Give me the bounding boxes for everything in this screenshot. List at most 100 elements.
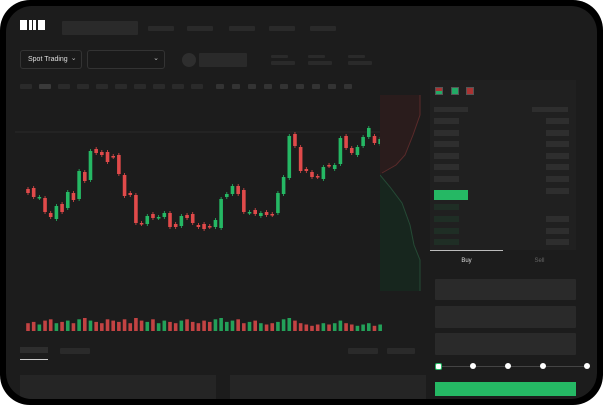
volume-bar bbox=[367, 323, 371, 331]
tab-sell[interactable]: Sell bbox=[534, 258, 545, 264]
volume-bar bbox=[190, 321, 195, 331]
slider-stop[interactable] bbox=[505, 363, 511, 369]
timeframe-button[interactable] bbox=[20, 84, 32, 89]
chart-tool-icon[interactable] bbox=[232, 84, 240, 89]
timeframe-button[interactable] bbox=[115, 84, 127, 89]
chart-tool-icon[interactable] bbox=[312, 84, 320, 89]
buy-tab-underline bbox=[430, 250, 503, 251]
candle bbox=[253, 210, 257, 214]
amount-input[interactable] bbox=[435, 306, 576, 328]
candle bbox=[43, 198, 47, 212]
candle bbox=[213, 220, 218, 227]
volume-bar bbox=[355, 325, 360, 331]
candle bbox=[71, 193, 76, 200]
nav-item[interactable] bbox=[310, 26, 336, 31]
candle bbox=[48, 213, 53, 217]
volume-bar bbox=[134, 318, 138, 331]
column-header bbox=[532, 107, 568, 112]
ask-size bbox=[546, 141, 569, 147]
candle bbox=[349, 148, 354, 153]
ask-size bbox=[546, 188, 569, 194]
candle bbox=[230, 186, 235, 194]
candle bbox=[100, 152, 104, 155]
amount-slider-track[interactable] bbox=[438, 366, 588, 367]
tab-buy[interactable]: Buy bbox=[461, 258, 472, 264]
bid-depth-area bbox=[380, 175, 420, 291]
coin-icon bbox=[182, 53, 196, 67]
chevron-down-icon: ⌄ bbox=[70, 54, 77, 62]
ask-depth-line bbox=[381, 95, 421, 174]
bid-price bbox=[434, 204, 459, 210]
volume-bar bbox=[298, 323, 303, 331]
total-input[interactable] bbox=[435, 333, 576, 355]
candle bbox=[372, 136, 377, 143]
pair-selector[interactable]: ⌄ bbox=[87, 50, 165, 69]
chart-tool-icon[interactable] bbox=[328, 84, 336, 89]
candle bbox=[65, 192, 70, 208]
slider-stop[interactable] bbox=[540, 363, 546, 369]
chart-tool-icon[interactable] bbox=[264, 84, 272, 89]
candle bbox=[361, 137, 365, 146]
candlestick-chart[interactable] bbox=[15, 95, 385, 335]
filter-button[interactable] bbox=[348, 348, 378, 354]
chart-tool-icon[interactable] bbox=[248, 84, 256, 89]
timeframe-button[interactable] bbox=[77, 84, 89, 89]
candle bbox=[219, 199, 223, 228]
stat-label bbox=[308, 55, 325, 58]
timeframe-button[interactable] bbox=[191, 84, 203, 89]
chart-tool-icon[interactable] bbox=[296, 84, 304, 89]
candle bbox=[293, 134, 297, 146]
timeframe-button[interactable] bbox=[172, 84, 184, 89]
ask-price bbox=[434, 130, 459, 136]
candle bbox=[315, 176, 320, 178]
nav-item[interactable] bbox=[269, 26, 295, 31]
slider-stop[interactable] bbox=[470, 363, 476, 369]
ask-depth-area bbox=[380, 95, 420, 175]
market-selector[interactable]: Spot Trading ⌄ bbox=[20, 50, 82, 69]
ask-price bbox=[434, 141, 459, 147]
volume-bar bbox=[378, 324, 382, 331]
price-input[interactable] bbox=[435, 279, 576, 300]
chart-tool-icon[interactable] bbox=[344, 84, 352, 89]
order-book bbox=[430, 80, 576, 250]
timeframe-button[interactable] bbox=[39, 84, 51, 89]
okx-logo bbox=[20, 20, 45, 30]
volume-bar bbox=[242, 323, 246, 331]
slider-stop[interactable] bbox=[584, 363, 590, 369]
volume-bar bbox=[179, 320, 184, 331]
both-sides-icon[interactable] bbox=[435, 87, 443, 95]
chart-tool-icon[interactable] bbox=[280, 84, 288, 89]
ask-size bbox=[546, 176, 569, 182]
slider-handle[interactable] bbox=[435, 363, 442, 370]
volume-bar bbox=[338, 320, 343, 331]
timeframe-button[interactable] bbox=[153, 84, 165, 89]
search-placeholder[interactable] bbox=[62, 21, 138, 35]
tab-open-orders[interactable] bbox=[20, 347, 48, 353]
timeframe-button[interactable] bbox=[58, 84, 70, 89]
bids-only-icon[interactable] bbox=[451, 87, 459, 95]
volume-bar bbox=[117, 321, 121, 331]
volume-bar bbox=[162, 320, 167, 331]
candle bbox=[225, 194, 229, 197]
tab-history[interactable] bbox=[60, 348, 90, 354]
depth-chart bbox=[380, 95, 421, 291]
chart-tool-icon[interactable] bbox=[216, 84, 224, 89]
nav-item[interactable] bbox=[187, 26, 213, 31]
volume-bar bbox=[71, 323, 76, 331]
candle bbox=[367, 128, 371, 137]
filter-button[interactable] bbox=[387, 348, 415, 354]
candle bbox=[117, 155, 121, 174]
candle bbox=[151, 214, 155, 218]
stat-value bbox=[271, 61, 295, 65]
candle bbox=[173, 224, 178, 227]
timeframe-button[interactable] bbox=[96, 84, 108, 89]
candle bbox=[31, 188, 36, 197]
buy-button[interactable] bbox=[435, 382, 576, 396]
column-header bbox=[434, 107, 468, 112]
nav-item[interactable] bbox=[229, 26, 255, 31]
stat-value bbox=[308, 61, 332, 65]
volume-bar bbox=[173, 323, 178, 331]
asks-only-icon[interactable] bbox=[466, 87, 474, 95]
timeframe-button[interactable] bbox=[134, 84, 146, 89]
nav-item[interactable] bbox=[148, 26, 174, 31]
